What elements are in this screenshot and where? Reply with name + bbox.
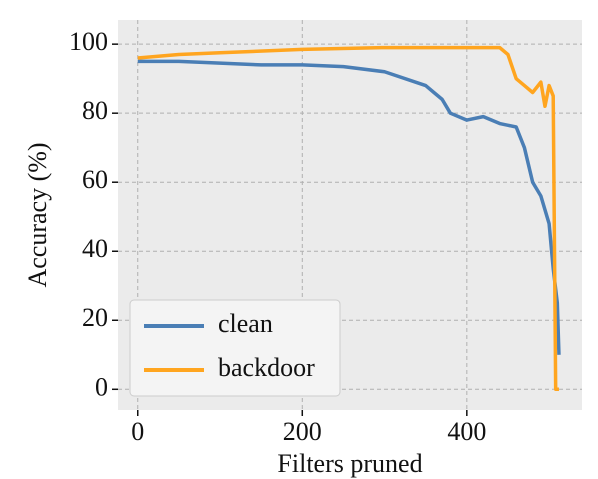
y-tick-label: 80 — [82, 96, 108, 125]
legend-label: backdoor — [218, 353, 315, 382]
line — [137, 59, 561, 355]
legend-label: clean — [218, 309, 273, 338]
y-tick-label: 100 — [69, 27, 108, 56]
x-tick-label: 0 — [131, 417, 144, 446]
y-tick-label: 20 — [82, 303, 108, 332]
x-axis-label: Filters pruned — [277, 449, 422, 478]
x-tick-label: 200 — [283, 417, 322, 446]
y-tick-label: 40 — [82, 234, 108, 263]
x-tick-label: 400 — [447, 417, 486, 446]
y-tick-label: 0 — [95, 372, 108, 401]
y-axis-label: Accuracy (%) — [23, 142, 52, 287]
line — [137, 45, 559, 392]
y-tick-label: 60 — [82, 165, 108, 194]
